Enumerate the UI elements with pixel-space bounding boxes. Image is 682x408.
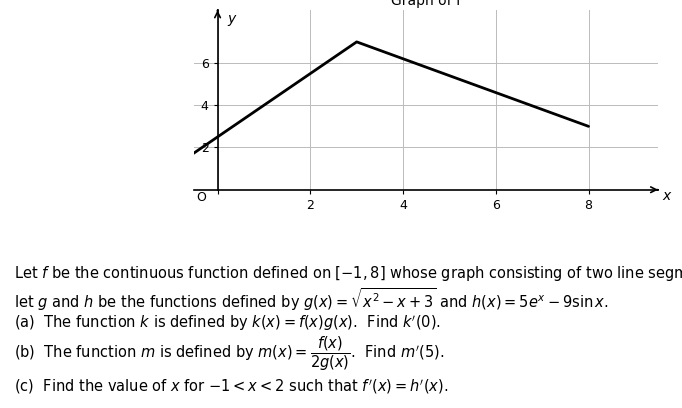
Text: (c)  Find the value of $x$ for $-1<x<2$ such that $f^{\prime}(x)=h^{\prime}(x)$.: (c) Find the value of $x$ for $-1<x<2$ s…	[14, 377, 448, 396]
Text: O: O	[196, 191, 206, 204]
Text: Let $f$ be the continuous function defined on $[-1,8]$ whose graph consisting of: Let $f$ be the continuous function defin…	[14, 264, 682, 284]
Text: y: y	[227, 12, 235, 26]
Title: Graph of f: Graph of f	[391, 0, 461, 8]
Text: let $g$ and $h$ be the functions defined by $g(x)=\sqrt{x^2-x+3}$ and $h(x)=5e^x: let $g$ and $h$ be the functions defined…	[14, 286, 608, 313]
Text: (b)  The function $m$ is defined by $m(x)=\dfrac{f(x)}{2g(x)}$.  Find $m^{\prime: (b) The function $m$ is defined by $m(x)…	[14, 335, 444, 373]
Text: (a)  The function $k$ is defined by $k(x)=f(x)g(x)$.  Find $k^{\prime}(0)$.: (a) The function $k$ is defined by $k(x)…	[14, 314, 441, 333]
Text: x: x	[663, 189, 671, 203]
